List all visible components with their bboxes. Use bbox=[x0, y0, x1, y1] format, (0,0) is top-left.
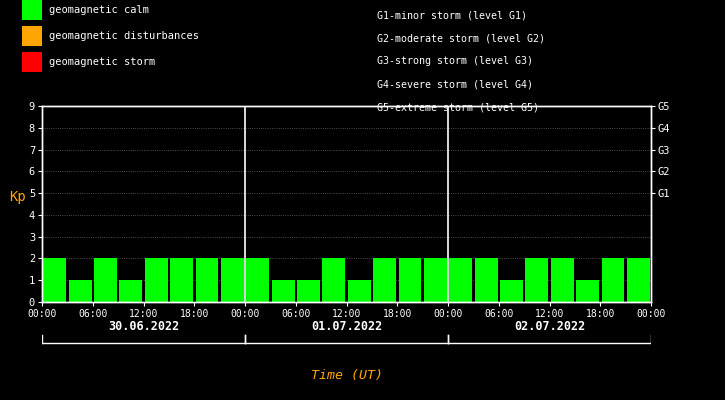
Text: G3-strong storm (level G3): G3-strong storm (level G3) bbox=[377, 56, 533, 66]
Bar bbox=[94, 258, 117, 302]
Bar bbox=[297, 280, 320, 302]
Bar bbox=[627, 258, 650, 302]
Text: geomagnetic calm: geomagnetic calm bbox=[49, 5, 149, 15]
Bar bbox=[170, 258, 193, 302]
Bar bbox=[576, 280, 599, 302]
Bar bbox=[399, 258, 421, 302]
Bar bbox=[602, 258, 624, 302]
Text: G2-moderate storm (level G2): G2-moderate storm (level G2) bbox=[377, 33, 545, 43]
Bar bbox=[526, 258, 548, 302]
Bar bbox=[44, 258, 66, 302]
Bar bbox=[450, 258, 472, 302]
Text: G4-severe storm (level G4): G4-severe storm (level G4) bbox=[377, 80, 533, 90]
Bar bbox=[69, 280, 91, 302]
Bar bbox=[145, 258, 167, 302]
Text: 30.06.2022: 30.06.2022 bbox=[108, 320, 179, 333]
Bar bbox=[247, 258, 269, 302]
Bar bbox=[500, 280, 523, 302]
Text: Time (UT): Time (UT) bbox=[310, 370, 383, 382]
Bar bbox=[348, 280, 370, 302]
Bar bbox=[196, 258, 218, 302]
Text: 02.07.2022: 02.07.2022 bbox=[514, 320, 585, 333]
Bar bbox=[373, 258, 396, 302]
Bar bbox=[221, 258, 244, 302]
Text: 01.07.2022: 01.07.2022 bbox=[311, 320, 382, 333]
Text: G5-extreme storm (level G5): G5-extreme storm (level G5) bbox=[377, 103, 539, 113]
Bar bbox=[551, 258, 573, 302]
Bar bbox=[424, 258, 447, 302]
Bar bbox=[120, 280, 142, 302]
Bar bbox=[475, 258, 497, 302]
Text: geomagnetic storm: geomagnetic storm bbox=[49, 57, 156, 67]
Bar bbox=[272, 280, 294, 302]
Y-axis label: Kp: Kp bbox=[9, 190, 26, 204]
Text: G1-minor storm (level G1): G1-minor storm (level G1) bbox=[377, 10, 527, 20]
Text: geomagnetic disturbances: geomagnetic disturbances bbox=[49, 31, 199, 41]
Bar bbox=[323, 258, 345, 302]
